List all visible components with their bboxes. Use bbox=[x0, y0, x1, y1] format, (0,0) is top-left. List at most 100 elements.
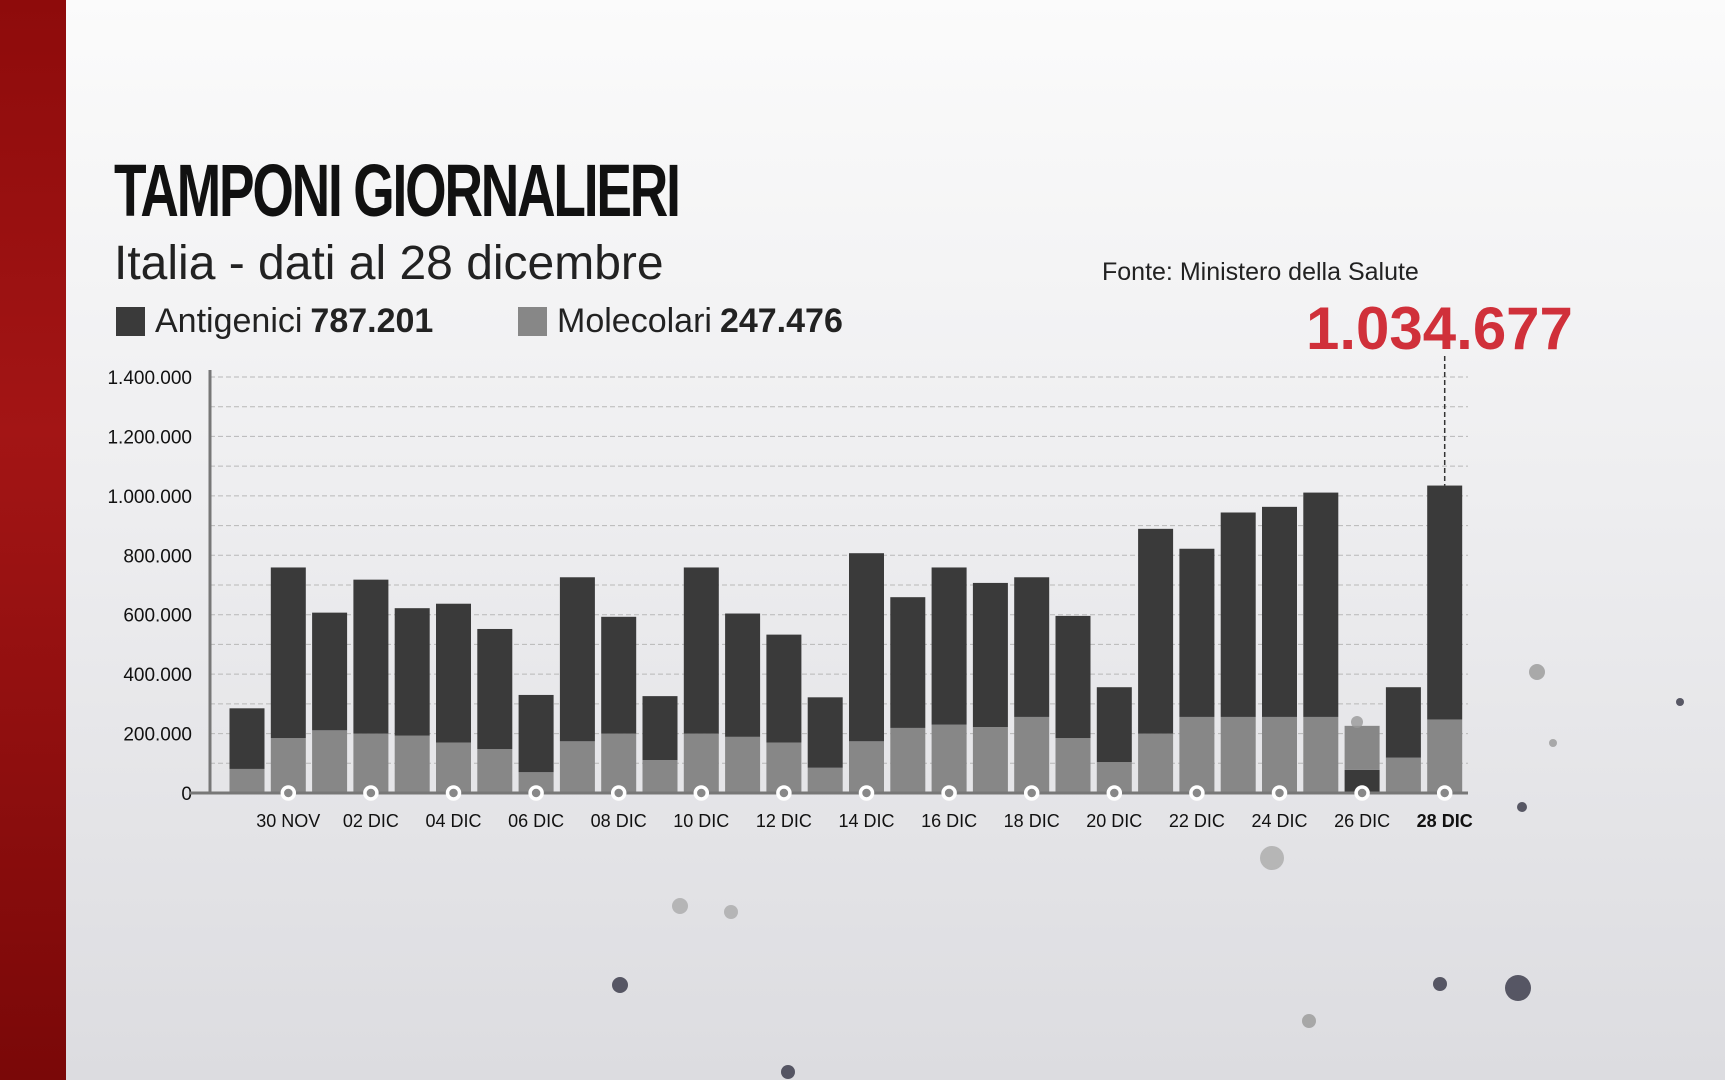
bar-molecolari bbox=[642, 760, 678, 793]
legend-value: 787.201 bbox=[310, 302, 434, 340]
bar-antigenici bbox=[1220, 512, 1256, 717]
bar-molecolari bbox=[1427, 719, 1463, 793]
bar-antigenici bbox=[518, 694, 554, 773]
bar-molecolari bbox=[683, 733, 719, 793]
bar-molecolari bbox=[1055, 738, 1091, 793]
bar-molecolari bbox=[1014, 716, 1050, 793]
y-tick-label: 400.000 bbox=[123, 665, 192, 686]
x-tick-marker bbox=[941, 785, 957, 801]
y-tick-label: 200.000 bbox=[123, 725, 192, 746]
bar-antigenici bbox=[849, 553, 884, 742]
legend-label: Molecolari bbox=[557, 302, 712, 340]
decorative-dot bbox=[1260, 846, 1284, 870]
x-tick-marker bbox=[858, 785, 875, 801]
bar-molecolari bbox=[1220, 716, 1256, 793]
chart-subtitle: Italia - dati al 28 dicembre bbox=[114, 237, 664, 290]
legend-molecolari: Molecolari 247.476 bbox=[518, 302, 843, 341]
decorative-dot bbox=[672, 898, 688, 914]
legend-value: 247.476 bbox=[719, 302, 843, 340]
x-tick-label: 24 DIC bbox=[1251, 811, 1307, 831]
bar-antigenici bbox=[1096, 687, 1132, 763]
y-tick-label: 1.400.000 bbox=[107, 368, 192, 389]
bar-antigenici bbox=[1262, 506, 1297, 717]
bar-antigenici bbox=[312, 612, 348, 731]
bar-molecolari bbox=[1303, 716, 1339, 793]
decorative-dot bbox=[1505, 975, 1531, 1001]
bar-antigenici bbox=[931, 567, 967, 725]
bar-molecolari bbox=[518, 772, 554, 793]
y-tick-label: 1.000.000 bbox=[107, 487, 192, 508]
decorative-dot bbox=[724, 905, 738, 919]
x-tick-marker bbox=[1354, 785, 1370, 801]
y-tick-label: 600.000 bbox=[123, 606, 192, 627]
y-tick-label: 800.000 bbox=[123, 546, 192, 567]
x-tick-marker bbox=[1436, 785, 1453, 801]
x-tick-marker bbox=[693, 785, 710, 801]
bar-molecolari bbox=[766, 742, 802, 793]
bar-antigenici bbox=[1014, 577, 1050, 717]
x-tick-label: 16 DIC bbox=[921, 811, 977, 831]
bar-molecolari bbox=[229, 768, 265, 793]
bar-molecolari bbox=[1344, 725, 1380, 770]
decorative-dot bbox=[781, 1065, 795, 1079]
bar-antigenici bbox=[642, 696, 678, 761]
x-tick-marker bbox=[445, 785, 462, 801]
x-tick-label: 10 DIC bbox=[673, 811, 729, 831]
x-tick-label: 14 DIC bbox=[838, 811, 894, 831]
bar-molecolari bbox=[849, 741, 884, 793]
bar-antigenici bbox=[477, 628, 513, 750]
bar-antigenici bbox=[1303, 492, 1339, 717]
bar-molecolari bbox=[477, 749, 513, 793]
legend-antigenici: Antigenici 787.201 bbox=[116, 302, 433, 341]
x-tick-label: 22 DIC bbox=[1169, 811, 1225, 831]
x-tick-marker bbox=[280, 785, 297, 801]
x-tick-marker bbox=[776, 785, 792, 801]
bar-molecolari bbox=[601, 733, 637, 793]
source-note: Fonte: Ministero della Salute bbox=[1102, 258, 1419, 286]
bar-molecolari bbox=[972, 727, 1008, 793]
bar-antigenici bbox=[229, 708, 265, 769]
bar-antigenici bbox=[725, 613, 761, 737]
x-tick-label: 02 DIC bbox=[343, 811, 399, 831]
bar-antigenici bbox=[394, 608, 430, 736]
decorative-dot bbox=[1517, 802, 1527, 812]
bar-antigenici bbox=[1427, 485, 1463, 720]
decorative-dot bbox=[1302, 1014, 1316, 1028]
bar-antigenici bbox=[807, 697, 843, 768]
x-tick-label: 04 DIC bbox=[425, 811, 481, 831]
bar-antigenici bbox=[1344, 769, 1380, 793]
bar-antigenici bbox=[559, 577, 595, 742]
x-tick-label: 28 DIC bbox=[1417, 811, 1473, 831]
bar-molecolari bbox=[270, 738, 306, 793]
chart-title: TAMPONI GIORNALIERI bbox=[114, 149, 681, 232]
decorative-dot bbox=[612, 977, 628, 993]
bar-antigenici bbox=[353, 579, 389, 734]
side-red-band bbox=[0, 0, 66, 1080]
bar-molecolari bbox=[931, 724, 967, 793]
x-tick-label: 12 DIC bbox=[756, 811, 812, 831]
x-tick-marker bbox=[1023, 785, 1040, 801]
decorative-dot bbox=[1549, 739, 1557, 747]
x-tick-label: 18 DIC bbox=[1004, 811, 1060, 831]
bar-antigenici bbox=[972, 582, 1008, 728]
y-tick-label: 0 bbox=[181, 784, 192, 805]
bar-antigenici bbox=[1138, 528, 1174, 734]
bar-molecolari bbox=[1262, 716, 1297, 793]
legend-label: Antigenici bbox=[155, 302, 303, 340]
bar-antigenici bbox=[1055, 615, 1091, 739]
bar-molecolari bbox=[1179, 716, 1215, 793]
bar-antigenici bbox=[436, 603, 471, 743]
bar-molecolari bbox=[1138, 733, 1174, 793]
x-tick-label: 08 DIC bbox=[591, 811, 647, 831]
x-tick-label: 26 DIC bbox=[1334, 811, 1390, 831]
bar-molecolari bbox=[1385, 757, 1421, 793]
bar-antigenici bbox=[890, 597, 926, 728]
decorative-dot bbox=[1351, 716, 1363, 728]
total-highlight: 1.034.677 bbox=[1306, 295, 1573, 362]
y-tick-label: 1.200.000 bbox=[107, 427, 192, 448]
bar-molecolari bbox=[559, 741, 595, 793]
bar-antigenici bbox=[1385, 687, 1421, 758]
bar-antigenici bbox=[601, 616, 637, 734]
bar-molecolari bbox=[436, 742, 471, 793]
